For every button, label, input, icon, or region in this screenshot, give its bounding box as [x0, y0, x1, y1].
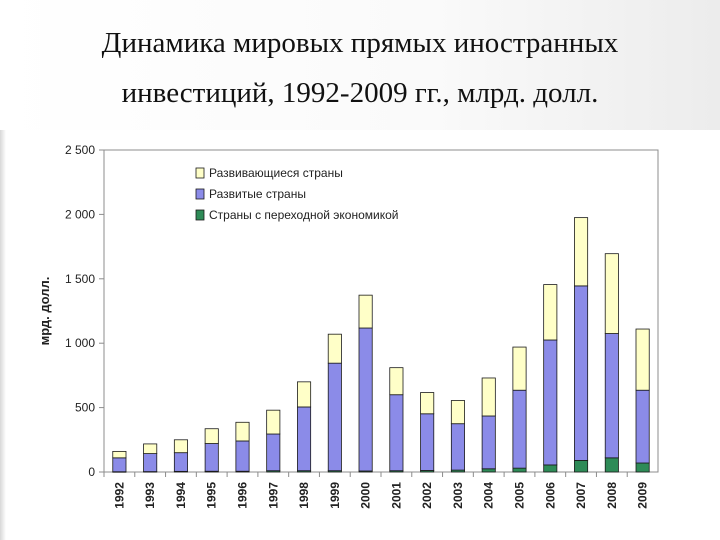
- bar-segment: [420, 413, 435, 471]
- y-tick-label: 2 500: [65, 143, 95, 157]
- bar-segment: [574, 460, 589, 473]
- bar-segment: [297, 381, 312, 408]
- y-axis-label: мрд. долл.: [37, 277, 52, 346]
- bar-segment: [543, 339, 558, 466]
- legend-swatch: [195, 188, 205, 200]
- bar-segment: [635, 462, 650, 473]
- y-tick-label: 0: [88, 465, 95, 479]
- y-tick-label: 1 500: [65, 272, 95, 286]
- x-tick-label: 2005: [513, 482, 527, 509]
- bar-segment: [420, 392, 435, 415]
- title-band: [0, 0, 720, 130]
- bar-segment: [543, 284, 558, 341]
- bar-segment: [481, 415, 496, 470]
- bar-segment: [604, 333, 619, 459]
- bar-segment: [450, 400, 465, 425]
- bar-segment: [297, 406, 312, 472]
- bar-segment: [358, 327, 373, 472]
- bar-segment: [389, 394, 404, 472]
- bar-segment: [635, 389, 650, 464]
- x-tick-label: 1996: [236, 482, 250, 509]
- x-tick-label: 2000: [359, 482, 373, 509]
- y-tick-label: 500: [75, 401, 95, 415]
- bar-segment: [574, 217, 589, 287]
- legend-swatch: [195, 209, 205, 221]
- bar-segment: [266, 433, 281, 472]
- bar-segment: [143, 453, 158, 473]
- bar-segment: [235, 440, 250, 472]
- bar-segment: [327, 362, 342, 472]
- legend-label: Развитые страны: [209, 187, 306, 201]
- legend-swatch: [195, 167, 205, 179]
- legend-label: Развивающиеся страны: [209, 166, 343, 180]
- x-tick-label: 1994: [174, 482, 188, 509]
- x-tick-label: 1998: [297, 482, 311, 509]
- bar-segment: [327, 333, 342, 364]
- bar-segment: [358, 294, 373, 329]
- bar-segment: [604, 457, 619, 473]
- bar-segment: [450, 423, 465, 471]
- x-tick-label: 1995: [205, 482, 219, 509]
- bar-segment: [389, 367, 404, 396]
- bar-segment: [112, 457, 127, 473]
- x-tick-label: 1992: [112, 482, 126, 509]
- chart-axes: 0 500 1 000 1 500 2 000 2 500 1992 1993 1994 1995…: [65, 143, 659, 509]
- bar-segment: [635, 328, 650, 391]
- x-tick-label: 1999: [328, 482, 342, 509]
- x-tick-label: 1997: [266, 482, 280, 509]
- bar-segment: [112, 450, 127, 459]
- bar-segment: [604, 253, 619, 334]
- bar-segment: [235, 421, 250, 442]
- x-tick-label: 2007: [574, 482, 588, 509]
- bar-segment: [512, 346, 527, 391]
- bar-segment: [173, 439, 188, 454]
- bar-segment: [204, 443, 219, 472]
- x-tick-label: 2001: [389, 482, 403, 509]
- legend-label: Страны с переходной экономикой: [209, 208, 399, 222]
- y-tick-label: 2 000: [65, 207, 95, 221]
- x-tick-label: 2004: [482, 482, 496, 509]
- bar-segment: [143, 443, 158, 454]
- x-tick-label: 1993: [143, 482, 157, 509]
- x-tick-label: 2006: [543, 482, 557, 509]
- x-tick-label: 2008: [605, 482, 619, 509]
- y-tick-label: 1 000: [65, 336, 95, 350]
- x-tick-label: 2003: [451, 482, 465, 509]
- x-tick-label: 2002: [420, 482, 434, 509]
- slide-title: Динамика мировых прямых иностранных инве…: [0, 18, 720, 118]
- bar-segment: [512, 389, 527, 469]
- bar-segment: [543, 464, 558, 473]
- chart-legend: Развивающиеся страны Развитые страны Стран…: [195, 166, 399, 222]
- bar-segment: [266, 409, 281, 435]
- bar-segment: [574, 285, 589, 461]
- chart-bars: [112, 217, 650, 473]
- bar-segment: [512, 467, 527, 473]
- bar-segment: [173, 452, 188, 472]
- x-tick-label: 2009: [636, 482, 650, 509]
- slide-title-line-1: Динамика мировых прямых иностранных: [101, 27, 619, 59]
- bar-segment: [481, 377, 496, 417]
- bar-segment: [204, 428, 219, 444]
- bar-segment: [481, 468, 496, 473]
- slide-title-line-2: инвестиций, 1992-2009 гг., млрд. долл.: [121, 77, 599, 109]
- left-edge-shade: [0, 130, 6, 540]
